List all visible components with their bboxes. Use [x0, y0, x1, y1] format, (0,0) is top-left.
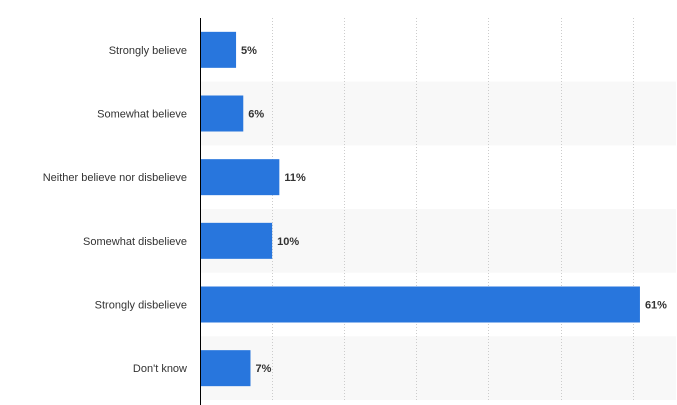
- bar[interactable]: [200, 350, 251, 387]
- value-label: 10%: [277, 236, 299, 248]
- category-label: Strongly believe: [109, 45, 187, 57]
- value-label: 61%: [645, 300, 667, 312]
- bar[interactable]: [200, 286, 640, 323]
- row-bands: [200, 81, 676, 400]
- value-label: 5%: [241, 45, 257, 57]
- bar[interactable]: [200, 31, 237, 68]
- bar[interactable]: [200, 95, 244, 132]
- bars: [200, 31, 640, 387]
- gridlines: [272, 18, 634, 400]
- category-labels: Strongly believe Somewhat believe Neither …: [43, 45, 187, 375]
- category-label: Somewhat disbelieve: [83, 236, 187, 248]
- bar[interactable]: [200, 159, 280, 196]
- category-label: Don't know: [133, 363, 187, 375]
- value-label: 6%: [248, 109, 264, 121]
- value-label: 7%: [255, 363, 271, 375]
- category-label: Somewhat believe: [97, 109, 187, 121]
- row-band: [200, 209, 676, 273]
- value-labels: 5% 6% 11% 10% 61% 7%: [241, 45, 667, 375]
- category-label: Strongly disbelieve: [95, 300, 187, 312]
- bar[interactable]: [200, 222, 273, 259]
- row-band: [200, 81, 676, 146]
- category-label: Neither believe nor disbelieve: [43, 172, 187, 184]
- value-label: 11%: [284, 172, 306, 184]
- row-band: [200, 336, 676, 400]
